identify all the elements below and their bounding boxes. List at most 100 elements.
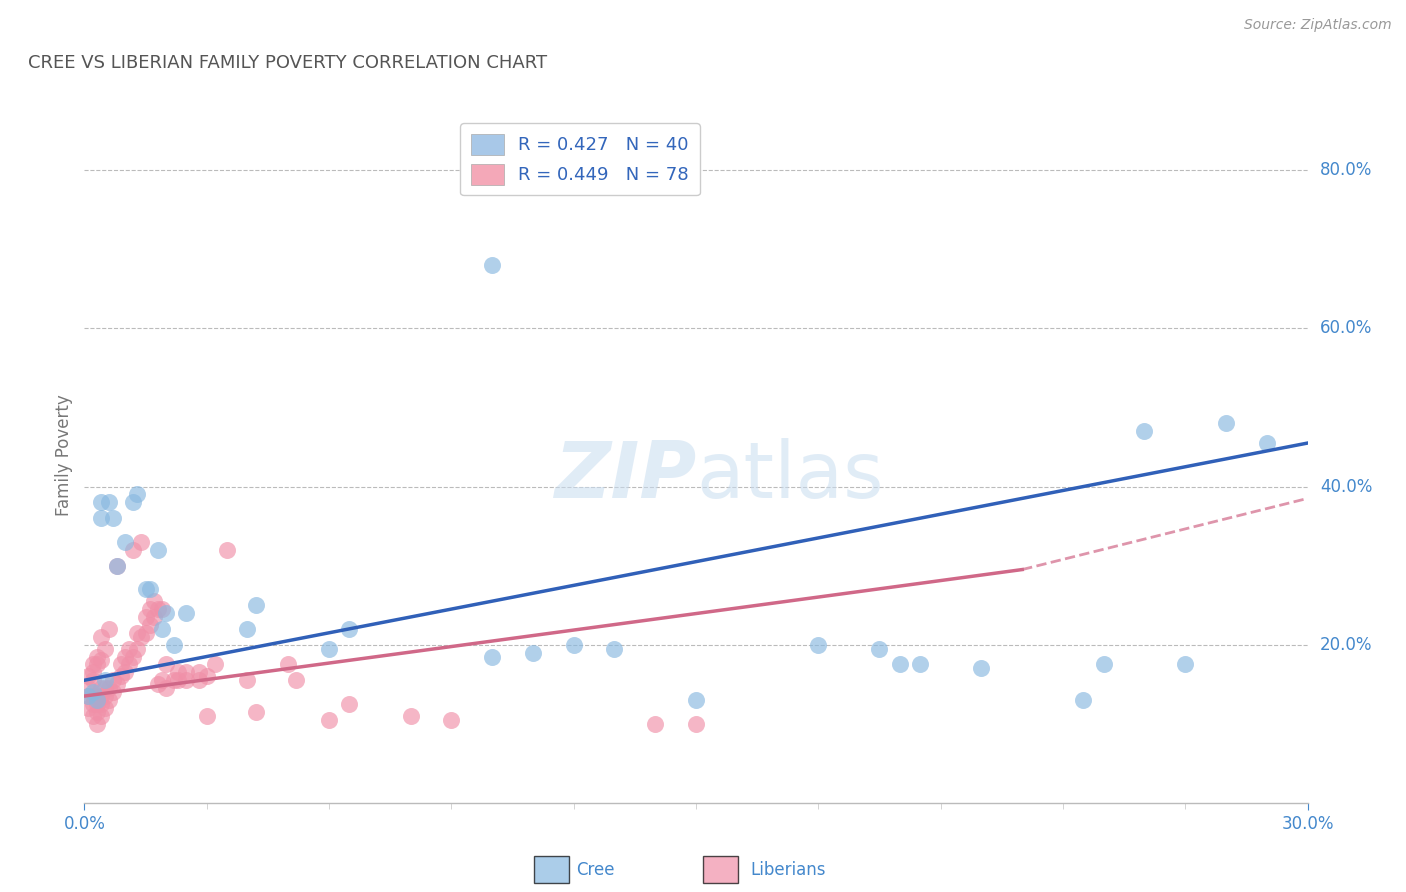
Text: 20.0%: 20.0% xyxy=(1320,636,1372,654)
Point xyxy=(97,681,120,695)
Point xyxy=(155,681,177,695)
Point xyxy=(82,673,104,688)
Point xyxy=(101,511,124,525)
Text: 80.0%: 80.0% xyxy=(1320,161,1372,179)
Point xyxy=(685,716,707,731)
Point xyxy=(131,534,153,549)
Point xyxy=(685,693,707,707)
Point xyxy=(1133,424,1156,438)
Point xyxy=(86,649,108,664)
Point xyxy=(97,495,120,509)
Text: Liberians: Liberians xyxy=(751,861,827,879)
Point xyxy=(77,689,100,703)
Point xyxy=(105,558,128,573)
Point xyxy=(150,602,173,616)
Point xyxy=(146,677,169,691)
Point xyxy=(86,705,108,719)
Point xyxy=(105,677,128,691)
Point xyxy=(122,542,145,557)
Point xyxy=(97,622,120,636)
Point xyxy=(131,630,153,644)
Point xyxy=(236,622,259,636)
Point xyxy=(90,708,112,723)
Point xyxy=(142,610,165,624)
Point xyxy=(142,594,165,608)
Point xyxy=(187,665,209,680)
Point xyxy=(285,673,308,688)
Point xyxy=(86,716,108,731)
Point xyxy=(318,713,340,727)
Point xyxy=(93,681,115,695)
Text: 40.0%: 40.0% xyxy=(1320,477,1372,496)
Point xyxy=(101,685,124,699)
Point xyxy=(93,689,115,703)
Point xyxy=(138,582,160,597)
Point xyxy=(82,685,104,699)
Point xyxy=(118,641,141,656)
Point xyxy=(908,657,931,672)
Point xyxy=(440,713,463,727)
Point xyxy=(481,258,503,272)
Point xyxy=(90,689,112,703)
Point xyxy=(174,665,197,680)
Point xyxy=(1071,693,1094,707)
Point xyxy=(807,638,830,652)
Point xyxy=(236,673,259,688)
Point xyxy=(146,542,169,557)
Point xyxy=(339,697,360,711)
Y-axis label: Family Poverty: Family Poverty xyxy=(55,394,73,516)
Point xyxy=(318,641,340,656)
Point xyxy=(114,649,136,664)
Point xyxy=(118,657,141,672)
Point xyxy=(82,657,104,672)
Point xyxy=(82,689,104,703)
Point xyxy=(127,625,149,640)
Point xyxy=(77,681,100,695)
Point xyxy=(93,641,115,656)
Point xyxy=(174,673,197,688)
Point xyxy=(77,689,100,703)
Text: Source: ZipAtlas.com: Source: ZipAtlas.com xyxy=(1244,18,1392,32)
Point xyxy=(399,708,422,723)
Point xyxy=(1092,657,1115,672)
Point xyxy=(155,606,177,620)
Point xyxy=(90,681,112,695)
Point xyxy=(90,495,112,509)
Point xyxy=(150,673,173,688)
Point xyxy=(138,602,160,616)
Point xyxy=(204,657,226,672)
Point xyxy=(146,602,169,616)
Point xyxy=(187,673,209,688)
Text: CREE VS LIBERIAN FAMILY POVERTY CORRELATION CHART: CREE VS LIBERIAN FAMILY POVERTY CORRELAT… xyxy=(28,54,547,71)
Point xyxy=(644,716,666,731)
Point xyxy=(86,693,108,707)
Point xyxy=(82,697,104,711)
Point xyxy=(163,638,186,652)
Legend: R = 0.427   N = 40, R = 0.449   N = 78: R = 0.427 N = 40, R = 0.449 N = 78 xyxy=(460,123,700,195)
Point xyxy=(114,534,136,549)
Point xyxy=(127,641,149,656)
Point xyxy=(110,669,132,683)
Point xyxy=(245,705,267,719)
Point xyxy=(82,665,104,680)
Point xyxy=(339,622,360,636)
Point xyxy=(122,495,145,509)
Point xyxy=(562,638,585,652)
Point xyxy=(93,673,115,688)
Point xyxy=(163,673,186,688)
Point xyxy=(135,625,157,640)
Text: ZIP: ZIP xyxy=(554,438,696,514)
Point xyxy=(105,558,128,573)
Point xyxy=(135,582,157,597)
Point xyxy=(90,511,112,525)
Point xyxy=(122,649,145,664)
Text: 60.0%: 60.0% xyxy=(1320,319,1372,337)
Point xyxy=(86,697,108,711)
Point xyxy=(90,630,112,644)
Point xyxy=(150,622,173,636)
Point xyxy=(77,669,100,683)
Point xyxy=(77,701,100,715)
Point xyxy=(97,693,120,707)
Point xyxy=(277,657,299,672)
Point xyxy=(155,657,177,672)
